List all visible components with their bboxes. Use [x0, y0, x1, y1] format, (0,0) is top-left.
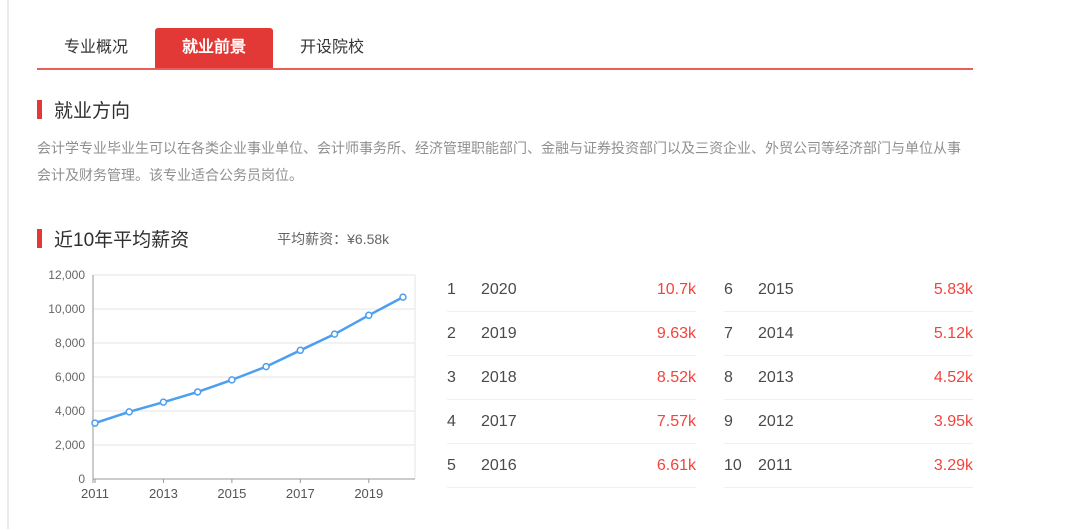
rank-year: 2019 — [481, 324, 517, 342]
rank-column-left: 1 2020 10.7k 2 2019 9.63k 3 2018 8.52k 4… — [447, 268, 696, 488]
rank-year: 2016 — [481, 456, 517, 474]
rank-year: 2015 — [758, 280, 794, 298]
rank-year: 2018 — [481, 368, 517, 386]
rank-number: 4 — [447, 412, 456, 430]
tab-major-overview[interactable]: 专业概况 — [64, 39, 129, 56]
rank-value: 6.61k — [656, 456, 696, 474]
rank-year: 2011 — [758, 456, 793, 474]
page-left-border — [7, 0, 9, 529]
rank-value: 7.57k — [656, 412, 696, 430]
rank-value: 5.12k — [933, 324, 973, 342]
data-point — [91, 419, 99, 427]
x-tick-labels: 2011 2013 2015 2017 2019 — [81, 479, 383, 501]
series-line — [94, 295, 404, 425]
rank-value: 4.52k — [933, 368, 973, 386]
y-tick-label: 8,000 — [55, 336, 85, 350]
employment-direction-title: 就业方向 — [54, 101, 131, 122]
rank-number: 3 — [447, 368, 456, 386]
main-content: 专业概况 就业前景 开设院校 就业方向 会计学专业毕业生可以在各类企业事业单位、… — [37, 0, 973, 518]
table-row: 8 2013 4.52k — [724, 356, 973, 400]
y-tick-label: 2,000 — [55, 438, 85, 452]
rank-year: 2012 — [758, 412, 794, 430]
table-row: 7 2014 5.12k — [724, 312, 973, 356]
red-accent-bar — [37, 229, 42, 248]
rank-number: 6 — [724, 280, 733, 298]
rank-number: 9 — [724, 412, 733, 430]
rank-number: 7 — [724, 324, 733, 342]
data-point — [125, 408, 133, 416]
x-tick-label: 2019 — [354, 486, 383, 501]
rank-number: 1 — [447, 280, 456, 298]
tab-schools-offering[interactable]: 开设院校 — [300, 39, 365, 56]
tab-employment-prospects[interactable]: 就业前景 — [155, 28, 274, 68]
table-row: 4 2017 7.57k — [447, 400, 696, 444]
tab-bar: 专业概况 就业前景 开设院校 — [37, 28, 973, 70]
y-tick-label: 0 — [78, 472, 85, 486]
rank-number: 10 — [724, 456, 742, 474]
data-point — [193, 388, 202, 396]
x-tick-label: 2013 — [149, 486, 178, 501]
table-row: 10 2011 3.29k — [724, 444, 973, 488]
y-tick-label: 10,000 — [48, 302, 85, 316]
x-tick-label: 2015 — [217, 486, 246, 501]
data-point — [330, 330, 339, 338]
table-row: 1 2020 10.7k — [447, 268, 696, 312]
data-point — [228, 376, 236, 384]
data-point — [399, 293, 407, 301]
rank-number: 5 — [447, 456, 456, 474]
salary-section-header: 近10年平均薪资 平均薪资：¥6.58k — [37, 225, 973, 252]
y-tick-label: 4,000 — [55, 404, 85, 418]
data-point — [262, 362, 270, 371]
table-row: 2 2019 9.63k — [447, 312, 696, 356]
y-tick-label: 12,000 — [48, 268, 85, 282]
y-gridlines: 0 2,000 4,000 6,000 8,000 10,000 12,000 — [48, 268, 415, 486]
rank-column-right: 6 2015 5.83k 7 2014 5.12k 8 2013 4.52k 9… — [724, 268, 973, 488]
x-tick-label: 2011 — [81, 486, 109, 501]
rank-value: 5.83k — [933, 280, 973, 298]
rank-year: 2014 — [758, 324, 794, 342]
salary-content-row: 0 2,000 4,000 6,000 8,000 10,000 12,000 2011 201… — [37, 268, 973, 518]
data-point — [365, 311, 373, 320]
x-tick-label: 2017 — [286, 486, 315, 501]
rank-year: 2013 — [758, 368, 794, 386]
y-tick-label: 6,000 — [55, 370, 85, 384]
rank-value: 9.63k — [656, 324, 696, 342]
salary-section-title: 近10年平均薪资 — [54, 230, 190, 251]
data-point — [159, 398, 168, 406]
chart-container: 0 2,000 4,000 6,000 8,000 10,000 12,000 2011 201… — [37, 268, 417, 518]
table-row: 9 2012 3.95k — [724, 400, 973, 444]
rank-value: 3.95k — [933, 412, 973, 430]
table-row: 6 2015 5.83k — [724, 268, 973, 312]
employment-direction-header: 就业方向 — [37, 96, 973, 123]
employment-direction-description: 会计学专业毕业生可以在各类企业事业单位、会计师事务所、经济管理职能部门、金融与证… — [37, 140, 961, 183]
red-accent-bar — [37, 100, 42, 119]
table-row: 3 2018 8.52k — [447, 356, 696, 400]
rank-number: 2 — [447, 324, 456, 342]
table-row: 5 2016 6.61k — [447, 444, 696, 488]
rank-value: 3.29k — [933, 456, 973, 474]
average-salary-label: 平均薪资：¥6.58k — [277, 230, 390, 247]
rank-year: 2017 — [481, 412, 517, 430]
rank-year: 2020 — [481, 280, 517, 298]
rank-number: 8 — [724, 368, 733, 386]
salary-rank-table: 1 2020 10.7k 2 2019 9.63k 3 2018 8.52k 4… — [447, 268, 973, 518]
data-point — [296, 346, 305, 355]
rank-value: 8.52k — [656, 368, 696, 386]
rank-value: 10.7k — [656, 280, 696, 298]
